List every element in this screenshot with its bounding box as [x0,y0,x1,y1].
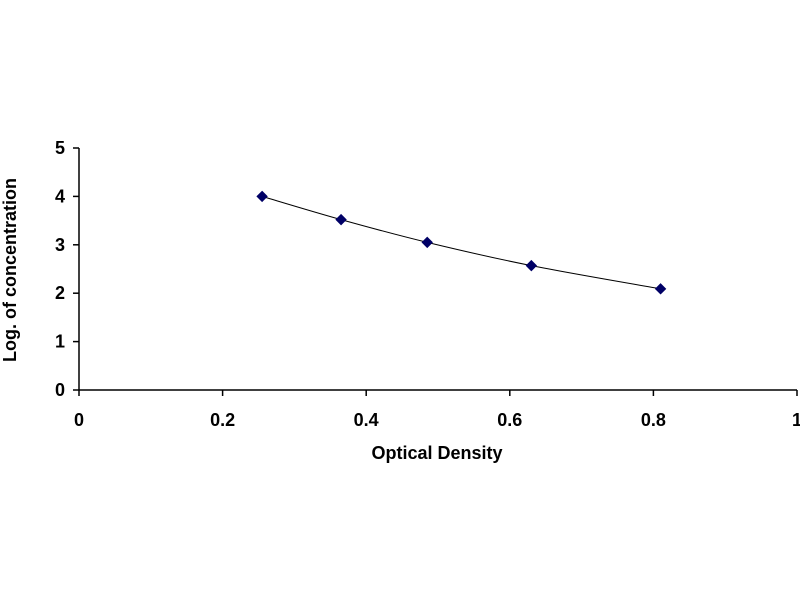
x-ticks: 0 0.2 0.4 0.6 0.8 1 [74,390,800,430]
y-tick-label: 5 [55,138,65,158]
data-point-marker [654,283,667,295]
data-point-marker [421,236,433,249]
y-axis-title: Log. of concentration [0,178,20,362]
x-tick-label: 0.4 [354,410,379,430]
series-line [261,195,661,290]
y-tick-label: 0 [55,380,65,400]
data-point-marker [256,190,268,203]
x-tick-label: 0.8 [641,410,666,430]
x-tick-label: 1 [792,410,800,430]
x-tick-label: 0.2 [210,410,235,430]
data-point-marker [335,213,347,226]
y-ticks: 0 1 2 3 4 5 [55,138,79,400]
x-tick-label: 0 [74,410,84,430]
series-layer [256,190,667,295]
y-tick-label: 3 [55,235,65,255]
y-tick-label: 1 [55,332,65,352]
x-axis-title: Optical Density [371,443,502,463]
y-tick-label: 2 [55,283,65,303]
axes [78,148,797,391]
y-tick-label: 4 [55,186,65,206]
data-point-marker [525,259,538,272]
x-tick-label: 0.6 [497,410,522,430]
